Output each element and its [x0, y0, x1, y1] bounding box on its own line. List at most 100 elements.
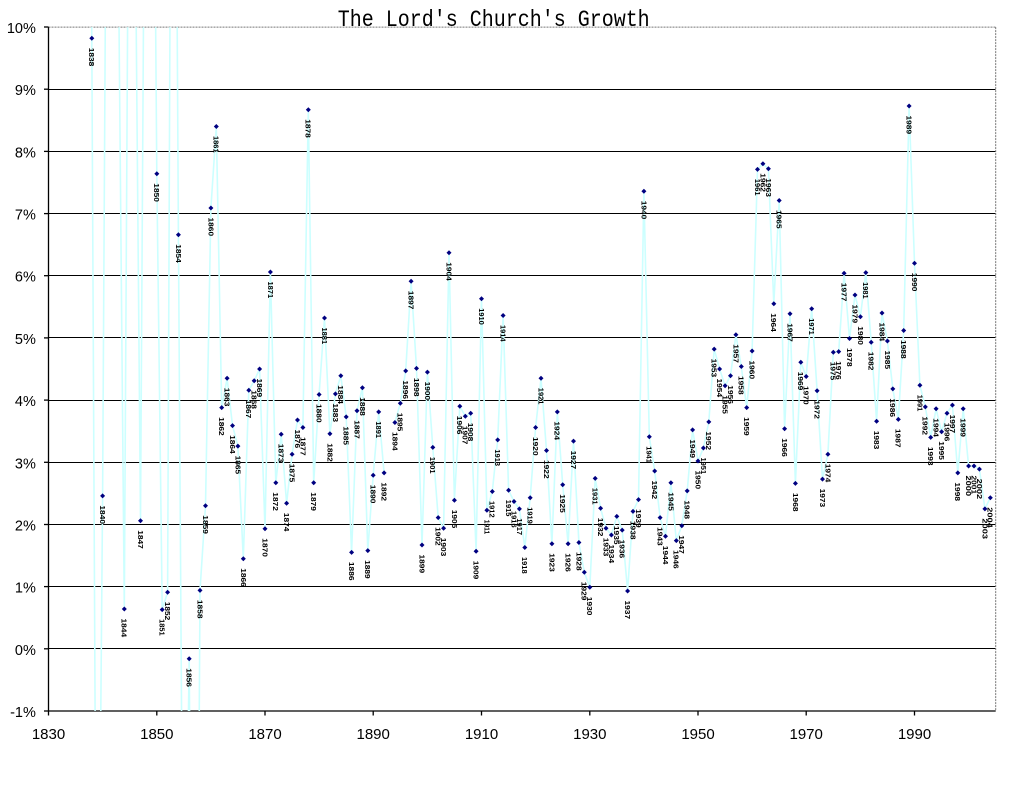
- svg-text:2%: 2%: [15, 519, 36, 535]
- svg-text:1913: 1913: [493, 449, 502, 466]
- svg-text:1929: 1929: [580, 582, 589, 601]
- svg-text:1914: 1914: [499, 325, 508, 342]
- svg-text:2002: 2002: [975, 479, 984, 500]
- svg-text:1967: 1967: [785, 323, 794, 342]
- svg-text:0%: 0%: [15, 643, 36, 659]
- svg-text:1847: 1847: [136, 530, 145, 549]
- svg-text:1989: 1989: [905, 116, 914, 135]
- svg-text:1965: 1965: [775, 210, 784, 229]
- svg-text:1860: 1860: [206, 218, 215, 237]
- svg-text:1875: 1875: [288, 464, 297, 483]
- svg-text:1917: 1917: [515, 518, 524, 535]
- svg-text:1890: 1890: [357, 726, 390, 743]
- svg-text:2000: 2000: [964, 476, 973, 497]
- svg-text:1840: 1840: [98, 505, 107, 524]
- svg-text:1999: 1999: [959, 418, 968, 437]
- svg-text:1994: 1994: [932, 418, 941, 438]
- svg-text:1910: 1910: [465, 726, 498, 743]
- svg-text:1909: 1909: [472, 561, 481, 580]
- svg-text:1850: 1850: [152, 183, 161, 202]
- svg-text:1919: 1919: [526, 507, 535, 524]
- svg-text:1870: 1870: [260, 538, 269, 557]
- svg-text:1858: 1858: [195, 600, 204, 619]
- svg-text:1876: 1876: [293, 430, 302, 449]
- svg-text:1%: 1%: [15, 581, 36, 597]
- svg-text:1936: 1936: [618, 540, 627, 559]
- svg-text:4%: 4%: [15, 394, 36, 410]
- svg-text:1942: 1942: [650, 481, 659, 500]
- svg-text:1862: 1862: [217, 417, 226, 436]
- svg-text:1881: 1881: [320, 328, 329, 345]
- svg-text:1851: 1851: [158, 619, 167, 636]
- svg-text:1955: 1955: [721, 395, 730, 414]
- svg-text:1953: 1953: [710, 359, 719, 378]
- svg-text:1907: 1907: [461, 426, 470, 445]
- svg-text:6%: 6%: [15, 270, 36, 286]
- svg-text:1951: 1951: [699, 458, 708, 475]
- svg-text:1882: 1882: [325, 443, 334, 462]
- svg-text:1945: 1945: [666, 492, 675, 511]
- svg-text:1941: 1941: [645, 446, 654, 463]
- svg-text:1879: 1879: [309, 492, 318, 511]
- svg-text:1985: 1985: [883, 351, 892, 370]
- svg-text:1868: 1868: [250, 390, 259, 409]
- svg-text:1933: 1933: [601, 538, 610, 557]
- svg-text:1910: 1910: [477, 308, 486, 325]
- svg-text:1996: 1996: [942, 423, 951, 442]
- svg-text:1939: 1939: [634, 509, 643, 528]
- svg-text:1896: 1896: [401, 380, 410, 399]
- svg-text:1901: 1901: [428, 457, 437, 474]
- svg-text:2004: 2004: [986, 507, 995, 529]
- svg-text:1935: 1935: [612, 526, 621, 545]
- svg-text:1871: 1871: [266, 282, 275, 299]
- svg-text:1958: 1958: [737, 376, 746, 395]
- svg-text:1873: 1873: [277, 444, 286, 463]
- svg-text:1872: 1872: [271, 492, 280, 511]
- svg-text:1975: 1975: [829, 362, 838, 381]
- svg-text:1979: 1979: [850, 305, 859, 324]
- svg-text:1940: 1940: [639, 201, 648, 220]
- svg-text:1970: 1970: [790, 726, 823, 743]
- svg-text:1897: 1897: [407, 291, 416, 310]
- svg-text:1925: 1925: [558, 494, 567, 513]
- svg-text:1908: 1908: [466, 423, 475, 442]
- svg-text:1959: 1959: [742, 417, 751, 436]
- svg-text:1918: 1918: [520, 557, 529, 574]
- svg-text:1861: 1861: [212, 136, 221, 153]
- svg-text:1887: 1887: [352, 420, 361, 439]
- svg-text:1911: 1911: [482, 520, 491, 535]
- svg-text:1966: 1966: [780, 438, 789, 457]
- svg-text:1889: 1889: [363, 560, 372, 579]
- svg-text:1974: 1974: [823, 464, 832, 484]
- svg-text:1892: 1892: [380, 482, 389, 501]
- svg-text:1984: 1984: [877, 323, 886, 343]
- svg-text:1964: 1964: [769, 313, 778, 333]
- svg-text:1948: 1948: [683, 500, 692, 519]
- svg-text:1968: 1968: [791, 493, 800, 512]
- svg-text:10%: 10%: [7, 21, 36, 37]
- svg-text:8%: 8%: [15, 145, 36, 161]
- svg-text:2003: 2003: [980, 518, 989, 539]
- svg-text:1891: 1891: [374, 421, 383, 438]
- svg-text:1949: 1949: [688, 439, 697, 458]
- svg-text:1921: 1921: [536, 388, 545, 405]
- svg-text:1895: 1895: [396, 413, 405, 432]
- svg-text:1932: 1932: [596, 518, 605, 537]
- svg-text:1906: 1906: [455, 416, 464, 435]
- svg-text:1878: 1878: [304, 119, 313, 138]
- svg-text:1956: 1956: [726, 385, 735, 404]
- svg-text:1947: 1947: [677, 535, 686, 554]
- svg-text:-1%: -1%: [10, 705, 36, 721]
- svg-text:1957: 1957: [731, 344, 740, 363]
- svg-text:The Lord's Church's Growth: The Lord's Church's Growth: [338, 8, 650, 34]
- svg-text:1888: 1888: [358, 397, 367, 416]
- svg-text:1980: 1980: [856, 326, 865, 345]
- svg-text:1969: 1969: [796, 372, 805, 391]
- svg-text:1864: 1864: [228, 435, 237, 455]
- svg-text:1854: 1854: [174, 244, 183, 264]
- svg-text:1950: 1950: [681, 726, 714, 743]
- svg-text:1960: 1960: [748, 361, 757, 380]
- svg-text:1986: 1986: [888, 398, 897, 417]
- svg-text:1850: 1850: [140, 726, 173, 743]
- svg-text:1922: 1922: [542, 460, 551, 479]
